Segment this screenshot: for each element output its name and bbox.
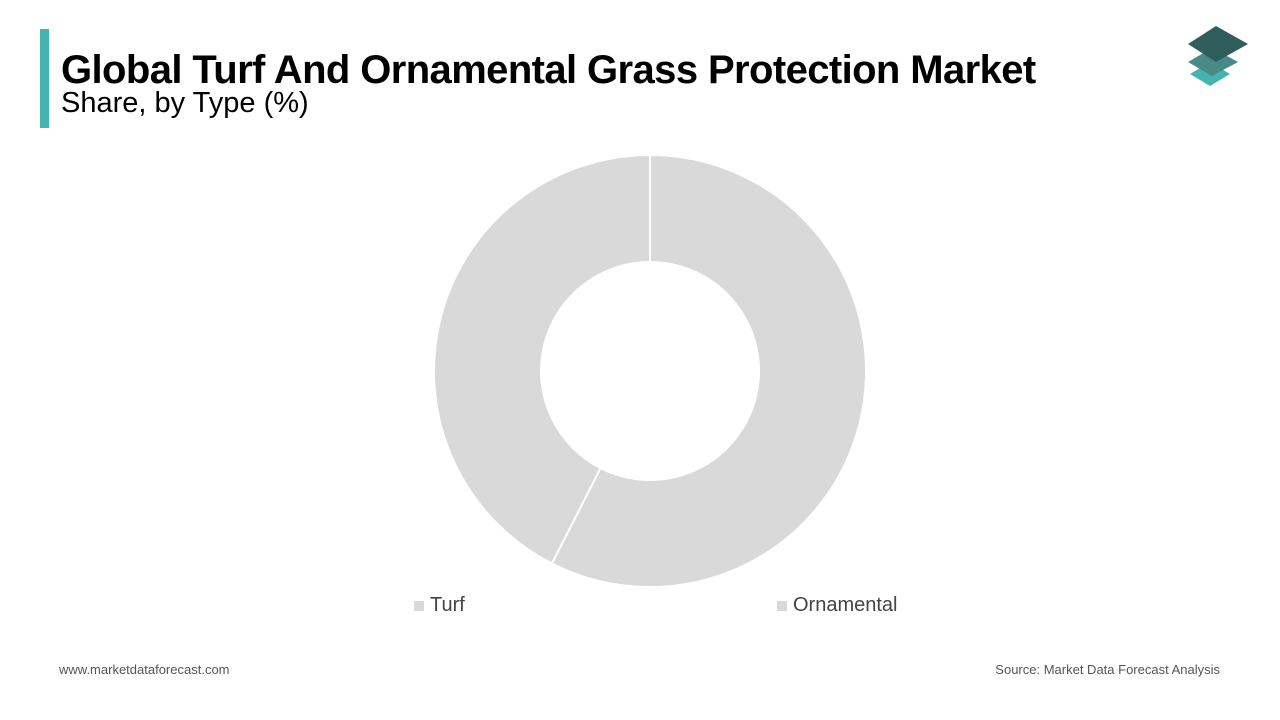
donut-slice-ornamental (433, 153, 651, 565)
logo-layer-middle (1188, 48, 1238, 76)
legend-swatch-ornamental (777, 600, 787, 611)
legend-label-ornamental: Ornamental (793, 594, 898, 616)
footer-website[interactable]: www.marketdataforecast.com (59, 662, 230, 677)
page-title: Global Turf And Ornamental Grass Protect… (61, 48, 1036, 92)
donut-slices (433, 153, 867, 588)
legend-label-turf: Turf (430, 594, 465, 616)
logo-layer-top (1188, 26, 1248, 62)
legend-item-ornamental: Ornamental (777, 594, 898, 617)
donut-slice-turf (550, 153, 867, 588)
footer-source: Source: Market Data Forecast Analysis (995, 662, 1220, 677)
legend-swatch-turf (414, 600, 424, 611)
stacked-layers-icon (1188, 26, 1248, 86)
chart-legend: Turf Ornamental (0, 594, 1280, 620)
donut-chart (433, 153, 867, 588)
legend-item-turf: Turf (414, 594, 465, 617)
title-accent-bar (40, 29, 49, 128)
page-subtitle: Share, by Type (%) (61, 87, 309, 119)
